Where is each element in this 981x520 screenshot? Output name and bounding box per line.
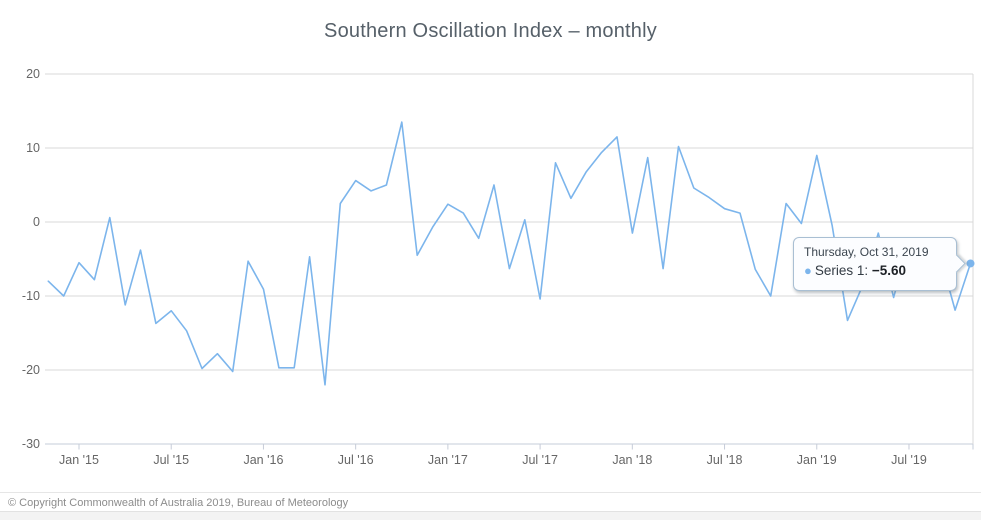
tooltip-date: Thursday, Oct 31, 2019 bbox=[804, 245, 929, 259]
x-axis-label: Jul '18 bbox=[706, 453, 743, 467]
x-axis-label: Jan '15 bbox=[59, 453, 99, 467]
y-axis-label: 10 bbox=[26, 141, 40, 155]
y-axis-label: -20 bbox=[21, 363, 40, 377]
series-marker-icon: ● bbox=[804, 263, 812, 278]
x-axis-label: Jan '16 bbox=[243, 453, 284, 467]
x-axis-label: Jul '19 bbox=[891, 453, 927, 467]
hovered-point-marker[interactable] bbox=[966, 259, 975, 268]
x-axis-label: Jul '16 bbox=[337, 453, 374, 467]
copyright-text: © Copyright Commonwealth of Australia 20… bbox=[8, 497, 349, 509]
y-axis-label: 0 bbox=[33, 215, 40, 229]
x-axis-label: Jan '18 bbox=[612, 453, 653, 467]
x-axis-label: Jul '17 bbox=[522, 453, 558, 467]
y-axis-label: -30 bbox=[21, 437, 40, 451]
tooltip-series-label: Series 1: bbox=[814, 263, 872, 278]
x-axis-label: Jan '19 bbox=[796, 453, 837, 467]
chart-title: Southern Oscillation Index – monthly bbox=[324, 20, 657, 42]
footer-divider bbox=[0, 492, 981, 493]
y-axis-label: 20 bbox=[26, 67, 40, 81]
series-line[interactable] bbox=[47, 121, 972, 386]
tooltip-series-value: −5.60 bbox=[871, 263, 907, 278]
x-axis-label: Jul '15 bbox=[153, 453, 190, 467]
tooltip: Thursday, Oct 31, 2019 ● Series 1: −5.60 bbox=[793, 237, 966, 291]
y-axis-label: -10 bbox=[21, 289, 40, 303]
x-axis-label: Jan '17 bbox=[427, 453, 468, 467]
tooltip-series-row: ● Series 1: −5.60 bbox=[804, 261, 956, 281]
bottom-strip bbox=[0, 511, 981, 520]
